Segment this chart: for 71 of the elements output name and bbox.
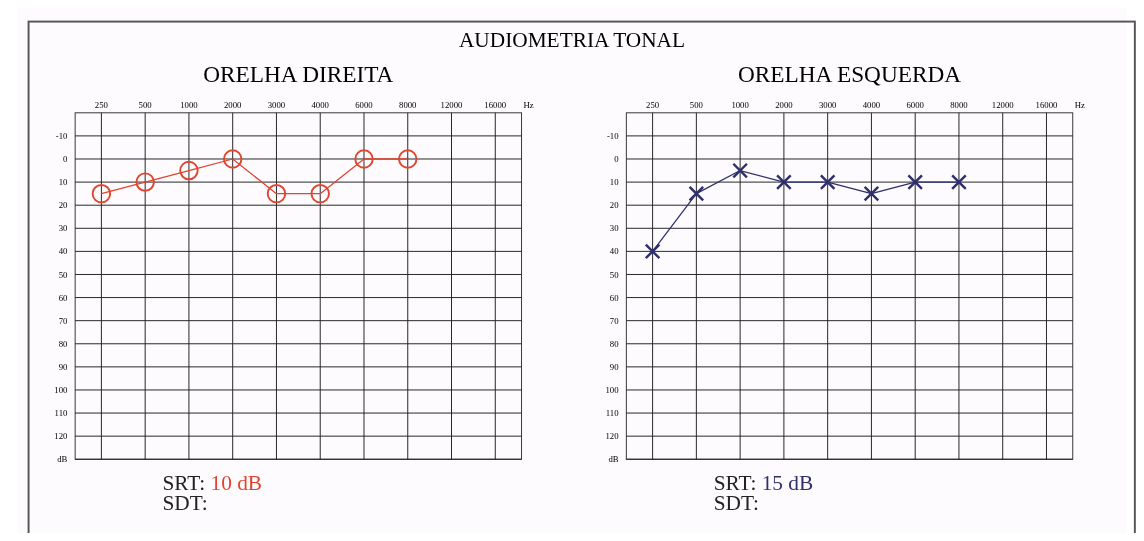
x-tick-label: 2000 <box>223 99 243 110</box>
y-tick-label: 80 <box>58 338 69 349</box>
x-axis-title: Hz <box>1074 99 1085 110</box>
x-tick-label: 4000 <box>862 99 881 110</box>
point <box>179 160 199 181</box>
x-tick-label: 1000 <box>180 99 199 110</box>
point <box>354 149 374 169</box>
x-tick-label: 12000 <box>991 99 1015 110</box>
y-tick-label: 30 <box>58 223 69 234</box>
y-tick-label: 120 <box>54 431 69 442</box>
y-tick-label: dB <box>57 454 68 465</box>
point <box>398 149 418 169</box>
y-tick-label: 60 <box>58 292 69 303</box>
x-tick-label: 16000 <box>1035 99 1059 110</box>
x-tick-label: 500 <box>689 99 704 110</box>
y-tick-label: 100 <box>605 385 620 396</box>
point <box>688 185 705 202</box>
y-tick-label: 120 <box>605 431 620 442</box>
y-tick-label: 40 <box>609 246 620 257</box>
y-tick-label: 20 <box>58 200 69 211</box>
y-tick-label: 0 <box>614 154 620 165</box>
point <box>91 183 112 204</box>
y-tick-label: 60 <box>609 292 620 303</box>
y-tick-label: 30 <box>609 223 620 234</box>
x-tick-label: 3000 <box>267 99 286 110</box>
x-tick-label: 6000 <box>355 99 374 110</box>
y-tick-label: 10 <box>58 177 69 188</box>
x-tick-label: 3000 <box>818 99 838 110</box>
y-tick-label: 70 <box>58 315 69 326</box>
y-tick-label: 70 <box>609 315 620 326</box>
y-tick-label: 110 <box>605 408 620 419</box>
point <box>907 174 924 191</box>
point <box>310 183 330 204</box>
y-tick-label: 0 <box>63 154 69 165</box>
y-tick-label: 90 <box>58 361 69 372</box>
x-tick-label: 6000 <box>906 99 925 110</box>
point <box>135 172 155 192</box>
x-tick-label: 8000 <box>399 99 418 110</box>
x-tick-label: 250 <box>94 99 109 110</box>
point <box>222 149 243 169</box>
x-tick-label: 12000 <box>440 99 464 110</box>
y-tick-label: 40 <box>58 246 69 257</box>
x-tick-label: 4000 <box>311 99 330 110</box>
y-tick-label: 90 <box>609 361 620 372</box>
y-tick-label: -10 <box>55 130 69 141</box>
chart-subtitle: ORELHA DIREITA <box>203 60 394 87</box>
x-tick-label: 500 <box>138 99 153 110</box>
point <box>863 185 880 202</box>
x-tick-label: 250 <box>646 99 660 110</box>
text: AUDIOMETRIA TONAL <box>458 27 686 52</box>
y-tick-label: 50 <box>58 269 69 280</box>
point <box>644 243 661 260</box>
chart-subtitle: ORELHA ESQUERDA <box>737 60 962 87</box>
y-tick-label: -10 <box>606 130 620 141</box>
point <box>266 183 287 204</box>
point <box>819 174 836 191</box>
y-tick-label: 10 <box>609 177 620 188</box>
y-tick-label: 20 <box>609 200 620 211</box>
y-tick-label: 110 <box>54 408 69 419</box>
point <box>775 174 792 191</box>
x-tick-label: 16000 <box>484 99 507 110</box>
x-tick-label: 8000 <box>950 99 969 110</box>
y-tick-label: 100 <box>54 385 69 396</box>
x-tick-label: 2000 <box>775 99 794 110</box>
y-tick-label: dB <box>608 454 619 465</box>
y-tick-label: 80 <box>609 338 620 349</box>
y-tick-label: 50 <box>609 269 620 280</box>
x-axis-title: Hz <box>523 99 534 110</box>
point <box>732 162 749 179</box>
point <box>950 174 967 191</box>
x-tick-label: 1000 <box>731 99 750 110</box>
